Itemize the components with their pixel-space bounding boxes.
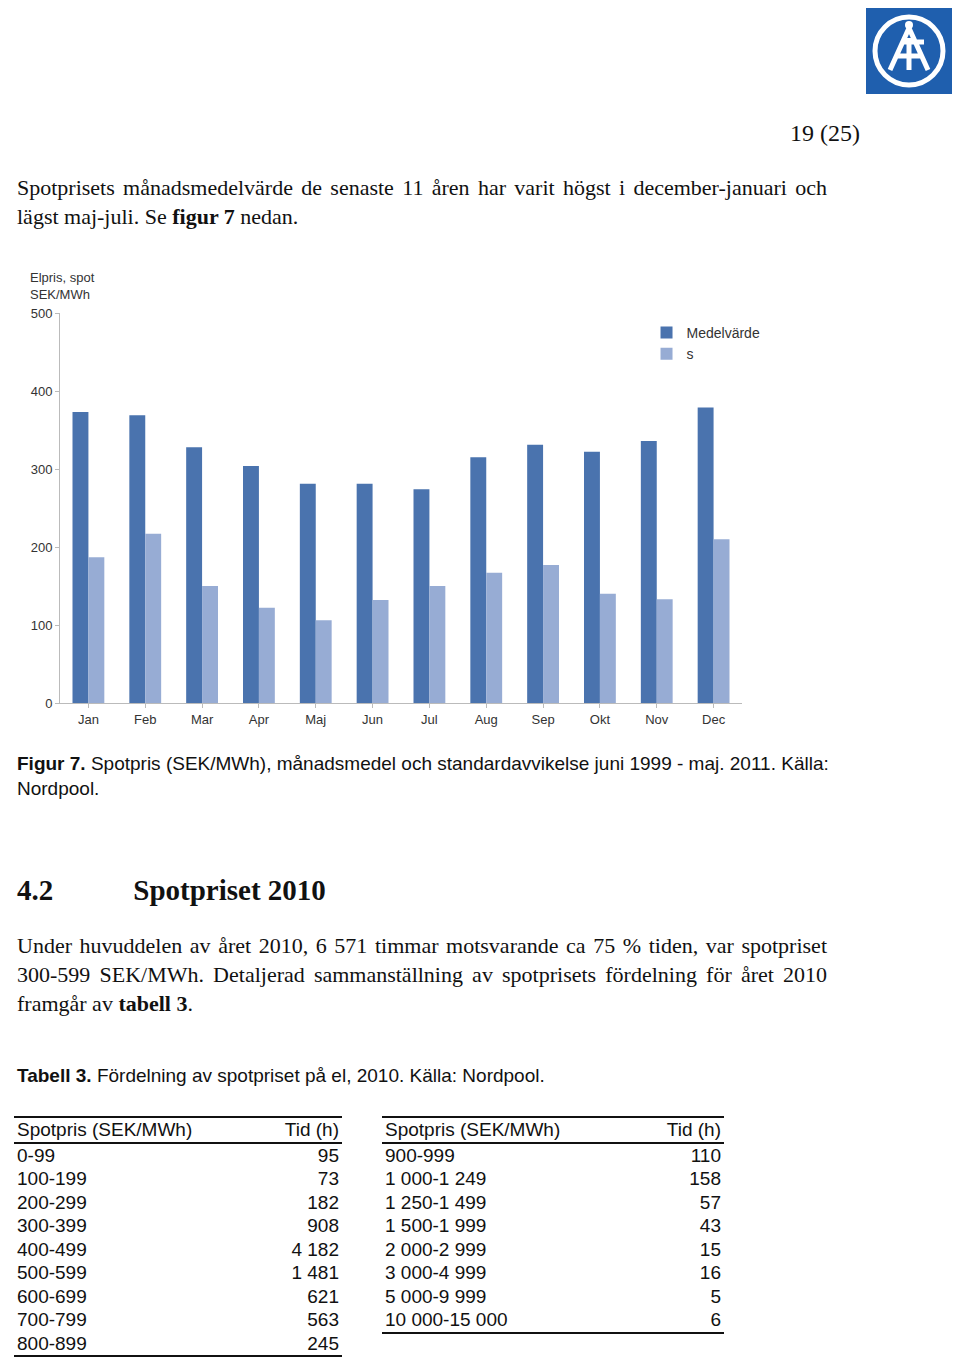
html-text:Under huvuddelen av året 2010,: Under huvuddelen av året 2010, 6 571 tim… <box>17 933 827 1016</box>
html-text:563: 563 <box>307 1309 339 1331</box>
svg-text:Nov: Nov <box>645 712 669 727</box>
html-text:400-499: 400-499 <box>17 1238 87 1260</box>
svg-text:Maj: Maj <box>305 712 326 727</box>
html-text:Spotpris (SEK/MWh): Spotpris (SEK/MWh) <box>385 1119 561 1141</box>
svg-text:500: 500 <box>31 306 53 321</box>
html-text:245: 245 <box>307 1332 339 1354</box>
html-text:3 000-4 999: 3 000-4 999 <box>385 1262 487 1284</box>
svg-text:Mar: Mar <box>191 712 214 727</box>
svg-text:Apr: Apr <box>249 712 270 727</box>
html-text:5: 5 <box>710 1285 721 1307</box>
svg-text:s: s <box>687 346 694 362</box>
svg-text:Elpris, spotSEK/MWh: Elpris, spotSEK/MWh <box>30 270 95 302</box>
svg-text:Feb: Feb <box>134 712 156 727</box>
html-text:1 500-1 999: 1 500-1 999 <box>385 1215 487 1237</box>
svg-text:Aug: Aug <box>475 712 498 727</box>
html-text:800-899: 800-899 <box>17 1332 87 1354</box>
html-text:200-299: 200-299 <box>17 1191 87 1213</box>
html-text:2 000-2 999: 2 000-2 999 <box>385 1238 487 1260</box>
html-text:Spotpris (SEK/MWh): Spotpris (SEK/MWh) <box>17 1119 193 1141</box>
html-text:600-699: 600-699 <box>17 1285 87 1307</box>
html-text:4 182: 4 182 <box>291 1238 339 1260</box>
svg-text:Dec: Dec <box>702 712 726 727</box>
html-text:100-199: 100-199 <box>17 1168 87 1190</box>
html-text:15: 15 <box>699 1238 721 1260</box>
html-text:300-399: 300-399 <box>17 1215 87 1237</box>
html-text:1 000-1 249: 1 000-1 249 <box>385 1168 487 1190</box>
html-text:Spotprisets månadsmedelvärde d: Spotprisets månadsmedelvärde de senaste … <box>17 175 827 229</box>
html-text:Tid (h): Tid (h) <box>666 1119 721 1141</box>
svg-text:Jan: Jan <box>78 712 99 727</box>
svg-text:Jun: Jun <box>362 712 383 727</box>
html-text:500-599: 500-599 <box>17 1262 87 1284</box>
html-text:158: 158 <box>689 1168 721 1190</box>
svg-text:400: 400 <box>31 384 53 399</box>
html-text:Tid (h): Tid (h) <box>284 1119 339 1141</box>
html-text:4.2: 4.2 <box>17 874 54 906</box>
svg-text:Jul: Jul <box>421 712 438 727</box>
html-text:621: 621 <box>307 1285 339 1307</box>
svg-text:Sep: Sep <box>532 712 555 727</box>
html-text:57: 57 <box>699 1191 721 1213</box>
html-text:700-799: 700-799 <box>17 1309 87 1331</box>
svg-text:200: 200 <box>31 540 53 555</box>
html-text:19 (25): 19 (25) <box>790 120 860 146</box>
html-text:95: 95 <box>317 1144 339 1166</box>
svg-text:0: 0 <box>45 696 52 711</box>
html-text:16: 16 <box>699 1262 721 1284</box>
svg-text:Medelvärde: Medelvärde <box>687 325 760 341</box>
html-text:110: 110 <box>690 1144 721 1166</box>
html-text:6: 6 <box>710 1309 721 1331</box>
html-text:908: 908 <box>307 1215 339 1237</box>
html-text:Spotpriset 2010: Spotpriset 2010 <box>133 874 326 906</box>
html-text:182: 182 <box>307 1191 339 1213</box>
html-text:5 000-9 999: 5 000-9 999 <box>385 1285 487 1307</box>
html-text:Figur 7. Spotpris (SEK/MWh), m: Figur 7. Spotpris (SEK/MWh), månadsmedel… <box>17 753 829 799</box>
html-text:10 000-15 000: 10 000-15 000 <box>385 1309 508 1331</box>
html-text:0-99: 0-99 <box>17 1144 55 1166</box>
html-text:Tabell 3. Fördelning av spotpr: Tabell 3. Fördelning av spotpriset på el… <box>17 1065 545 1086</box>
html-text:73: 73 <box>317 1168 339 1190</box>
html-text:1 250-1 499: 1 250-1 499 <box>385 1191 487 1213</box>
svg-text:100: 100 <box>31 618 53 633</box>
html-text:43: 43 <box>699 1215 721 1237</box>
svg-text:300: 300 <box>31 462 53 477</box>
html-text:900-999: 900-999 <box>385 1144 455 1166</box>
svg-text:Okt: Okt <box>590 712 611 727</box>
html-text:1 481: 1 481 <box>291 1262 339 1284</box>
